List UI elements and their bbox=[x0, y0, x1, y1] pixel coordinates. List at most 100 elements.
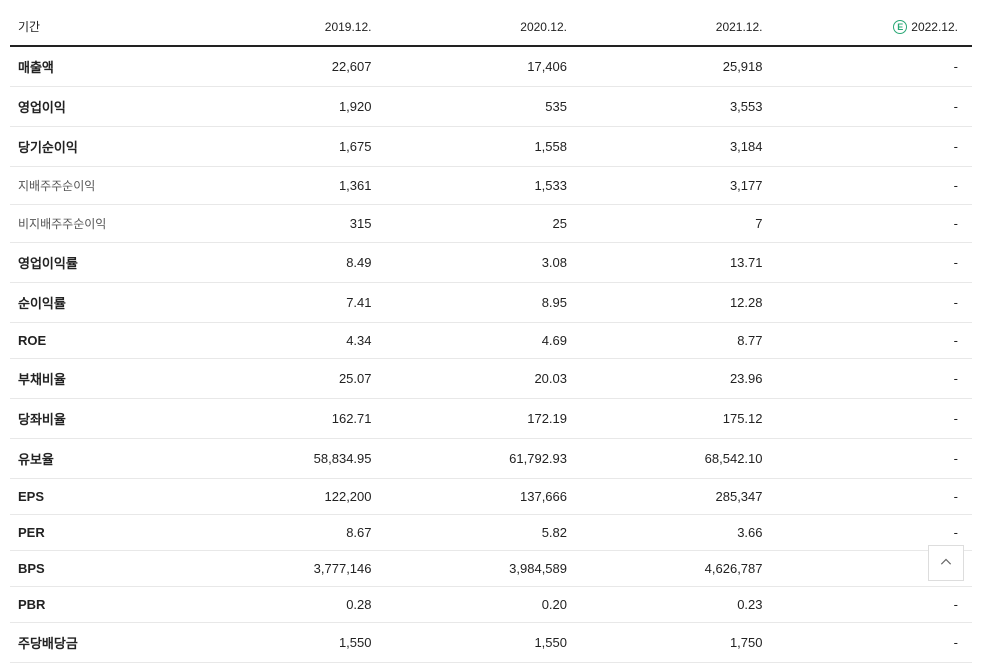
cell-value: 25 bbox=[386, 205, 582, 243]
row-label: 지배주주순이익 bbox=[10, 167, 190, 205]
cell-value: 8.95 bbox=[386, 283, 582, 323]
cell-value: 137,666 bbox=[386, 479, 582, 515]
row-label: 당기순이익 bbox=[10, 127, 190, 167]
cell-value: - bbox=[777, 87, 973, 127]
cell-value: 162.71 bbox=[190, 399, 386, 439]
period-header: 기간 bbox=[10, 8, 190, 46]
cell-value: 3,984,589 bbox=[386, 551, 582, 587]
row-label: 당좌비율 bbox=[10, 399, 190, 439]
cell-value: 0.28 bbox=[190, 587, 386, 623]
cell-value: 3.08 bbox=[386, 243, 582, 283]
cell-value: 22,607 bbox=[190, 46, 386, 87]
cell-value: 3,184 bbox=[581, 127, 777, 167]
table-row: 당기순이익1,6751,5583,184- bbox=[10, 127, 972, 167]
cell-value: - bbox=[777, 479, 973, 515]
cell-value: - bbox=[777, 243, 973, 283]
table-row: 주당배당금1,5501,5501,750- bbox=[10, 623, 972, 663]
row-label: 주당배당금 bbox=[10, 623, 190, 663]
cell-value: - bbox=[777, 323, 973, 359]
table-body: 매출액22,60717,40625,918-영업이익1,9205353,553-… bbox=[10, 46, 972, 663]
cell-value: 535 bbox=[386, 87, 582, 127]
cell-value: - bbox=[777, 127, 973, 167]
cell-value: 1,550 bbox=[386, 623, 582, 663]
cell-value: 68,542.10 bbox=[581, 439, 777, 479]
cell-value: 20.03 bbox=[386, 359, 582, 399]
table-row: 영업이익1,9205353,553- bbox=[10, 87, 972, 127]
cell-value: 7 bbox=[581, 205, 777, 243]
cell-value: - bbox=[777, 439, 973, 479]
column-header: 2019.12. bbox=[190, 8, 386, 46]
row-label: EPS bbox=[10, 479, 190, 515]
column-header: 2021.12. bbox=[581, 8, 777, 46]
cell-value: 8.49 bbox=[190, 243, 386, 283]
row-label: PER bbox=[10, 515, 190, 551]
table-row: 유보율58,834.9561,792.9368,542.10- bbox=[10, 439, 972, 479]
cell-value: 122,200 bbox=[190, 479, 386, 515]
column-header-label: 2022.12. bbox=[911, 20, 958, 34]
cell-value: 1,533 bbox=[386, 167, 582, 205]
cell-value: 1,558 bbox=[386, 127, 582, 167]
row-label: ROE bbox=[10, 323, 190, 359]
row-label: 순이익률 bbox=[10, 283, 190, 323]
cell-value: 61,792.93 bbox=[386, 439, 582, 479]
cell-value: 315 bbox=[190, 205, 386, 243]
table-row: EPS122,200137,666285,347- bbox=[10, 479, 972, 515]
financials-table: 기간 2019.12. 2020.12. 2021.12. E 2022.12. 매출액… bbox=[10, 8, 972, 663]
cell-value: 175.12 bbox=[581, 399, 777, 439]
cell-value: 1,920 bbox=[190, 87, 386, 127]
cell-value: - bbox=[777, 205, 973, 243]
table-row: 부채비율25.0720.0323.96- bbox=[10, 359, 972, 399]
estimate-badge-icon: E bbox=[893, 20, 907, 34]
table-row: PBR0.280.200.23- bbox=[10, 587, 972, 623]
table-row: 영업이익률8.493.0813.71- bbox=[10, 243, 972, 283]
row-label: PBR bbox=[10, 587, 190, 623]
column-header-label: 2019.12. bbox=[325, 20, 372, 34]
cell-value: 4.69 bbox=[386, 323, 582, 359]
table-row: ROE4.344.698.77- bbox=[10, 323, 972, 359]
cell-value: 25,918 bbox=[581, 46, 777, 87]
cell-value: 5.82 bbox=[386, 515, 582, 551]
cell-value: 0.20 bbox=[386, 587, 582, 623]
column-header-label: 2020.12. bbox=[520, 20, 567, 34]
cell-value: 8.77 bbox=[581, 323, 777, 359]
arrow-up-icon bbox=[939, 556, 953, 570]
table-row: BPS3,777,1463,984,5894,626,787- bbox=[10, 551, 972, 587]
row-label: 비지배주주순이익 bbox=[10, 205, 190, 243]
cell-value: 23.96 bbox=[581, 359, 777, 399]
cell-value: 25.07 bbox=[190, 359, 386, 399]
cell-value: 8.67 bbox=[190, 515, 386, 551]
cell-value: 3.66 bbox=[581, 515, 777, 551]
cell-value: - bbox=[777, 46, 973, 87]
column-header: E 2022.12. bbox=[777, 8, 973, 46]
cell-value: 3,777,146 bbox=[190, 551, 386, 587]
cell-value: 3,177 bbox=[581, 167, 777, 205]
table-row: 매출액22,60717,40625,918- bbox=[10, 46, 972, 87]
row-label: 영업이익률 bbox=[10, 243, 190, 283]
cell-value: 172.19 bbox=[386, 399, 582, 439]
cell-value: 4.34 bbox=[190, 323, 386, 359]
cell-value: 1,675 bbox=[190, 127, 386, 167]
column-header-label: 2021.12. bbox=[716, 20, 763, 34]
cell-value: 7.41 bbox=[190, 283, 386, 323]
cell-value: 1,361 bbox=[190, 167, 386, 205]
cell-value: 1,750 bbox=[581, 623, 777, 663]
cell-value: - bbox=[777, 283, 973, 323]
cell-value: 17,406 bbox=[386, 46, 582, 87]
cell-value: 0.23 bbox=[581, 587, 777, 623]
column-header: 2020.12. bbox=[386, 8, 582, 46]
scroll-top-button[interactable] bbox=[928, 545, 964, 581]
cell-value: - bbox=[777, 167, 973, 205]
table-header-row: 기간 2019.12. 2020.12. 2021.12. E 2022.12. bbox=[10, 8, 972, 46]
row-label: 매출액 bbox=[10, 46, 190, 87]
cell-value: 12.28 bbox=[581, 283, 777, 323]
table-row: 순이익률7.418.9512.28- bbox=[10, 283, 972, 323]
cell-value: 13.71 bbox=[581, 243, 777, 283]
row-label: 영업이익 bbox=[10, 87, 190, 127]
cell-value: - bbox=[777, 399, 973, 439]
cell-value: - bbox=[777, 587, 973, 623]
cell-value: 3,553 bbox=[581, 87, 777, 127]
cell-value: - bbox=[777, 623, 973, 663]
table-row: PER8.675.823.66- bbox=[10, 515, 972, 551]
row-label: BPS bbox=[10, 551, 190, 587]
cell-value: 285,347 bbox=[581, 479, 777, 515]
